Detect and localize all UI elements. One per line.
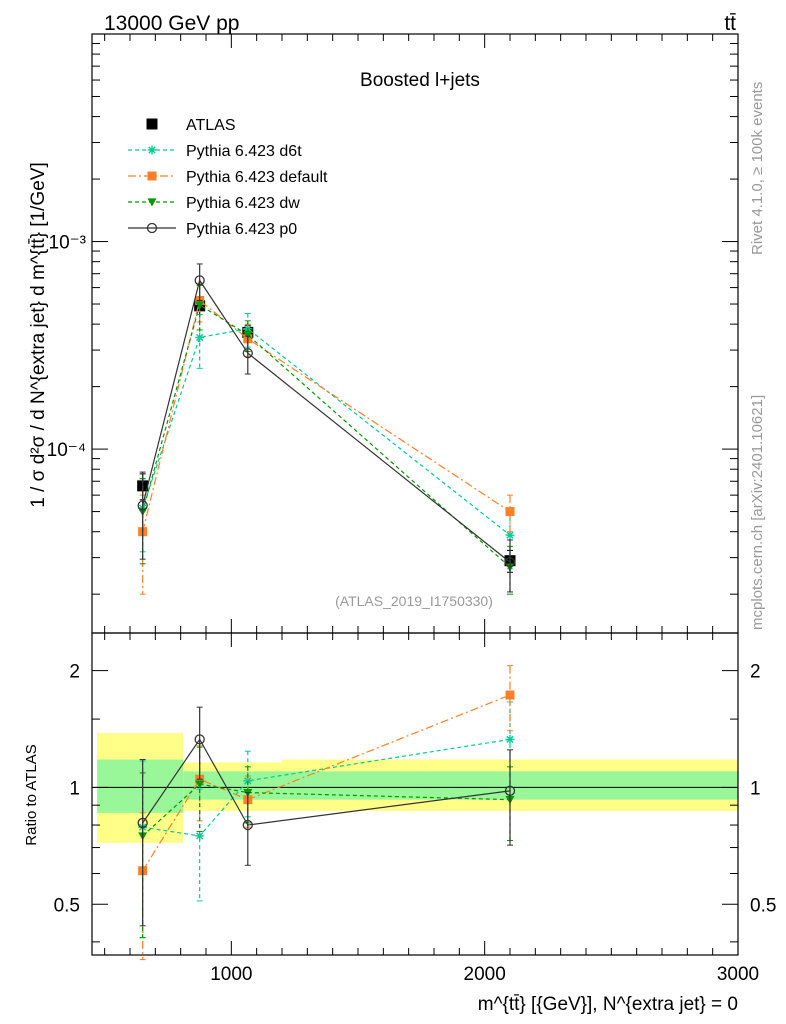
data-point <box>137 817 148 829</box>
ratio-uncertainty-bands <box>92 733 738 843</box>
series-pythia-6-423-p0 <box>137 706 516 927</box>
ratio-y-tick-label: 0.5 <box>54 895 80 916</box>
main-axes: 10⁻⁴ 10⁻³ <box>47 33 739 634</box>
data-point-stroke <box>196 832 204 840</box>
ratio-series-group <box>137 665 516 961</box>
beam-label: 13000 GeV pp <box>104 12 239 35</box>
series-pythia-6-423-d6t <box>138 701 515 939</box>
series-atlas <box>137 297 516 573</box>
series-pythia-6-423-p0 <box>137 263 516 593</box>
data-point <box>505 690 515 700</box>
legend-marker-stroke <box>148 146 156 154</box>
data-point <box>504 557 516 568</box>
legend-label: ATLAS <box>186 117 236 134</box>
legend-label: Pythia 6.423 d6t <box>186 143 302 160</box>
series-pythia-6-423-dw <box>138 284 515 595</box>
legend-label: Pythia 6.423 default <box>186 169 328 186</box>
legend-marker <box>146 118 158 130</box>
band-inner-0 <box>97 759 184 813</box>
series-line <box>142 694 511 872</box>
legend: ATLAS Pythia 6.423 d6t Pythia 6.423 defaul… <box>128 117 328 238</box>
series-line <box>142 738 511 837</box>
data-point <box>505 734 515 744</box>
rivet-version-label: Rivet 4.1.0, ≥ 100k events <box>749 82 766 255</box>
x-axis-label: m^{tt̄} [{GeV}], N^{extra jet} = 0 <box>478 994 738 1015</box>
data-point-stroke <box>506 531 514 539</box>
analysis-tag: (ATLAS_2019_I1750330) <box>335 593 493 609</box>
data-point <box>195 301 205 310</box>
ratio-panel: 1000 2000 3000 0.5 0.5 1 1 2 2 Ratio to ATLAS m^… <box>23 632 776 1015</box>
ratio-frame <box>91 632 739 956</box>
legend-marker <box>147 171 157 181</box>
series-line <box>142 299 511 532</box>
data-point <box>505 507 515 517</box>
legend-label: Pythia 6.423 p0 <box>186 221 297 238</box>
y-tick-label: 10⁻³ <box>49 233 87 254</box>
series-line <box>142 278 511 563</box>
data-point-stroke <box>506 735 514 744</box>
data-point <box>242 819 253 831</box>
main-title: Boosted l+jets <box>360 70 480 91</box>
main-panel: Boosted l+jets (ATLAS_2019_I1750330) 1 /… <box>28 33 739 634</box>
data-point <box>242 347 253 359</box>
series-line <box>142 304 511 568</box>
ratio-y-tick-label: 2 <box>69 662 80 683</box>
data-point <box>195 831 205 841</box>
data-point <box>195 780 205 789</box>
ratio-y-tick-label: 0.5 <box>750 895 776 916</box>
legend-label: Pythia 6.423 dw <box>186 195 300 212</box>
ratio-y-tick-label: 2 <box>750 662 761 683</box>
legend-marker <box>147 145 157 155</box>
main-y-axis-label: 1 / σ d²σ / d N^{extra jet} d m^{tt̄} [1… <box>28 162 49 507</box>
data-point <box>504 785 516 796</box>
x-tick-label: 2000 <box>464 964 506 985</box>
process-label: tt̄ <box>724 12 736 35</box>
series-line <box>142 328 511 536</box>
data-point <box>195 332 205 342</box>
data-point <box>137 500 148 511</box>
ratio-y-axis-label: Ratio to ATLAS <box>23 744 40 845</box>
data-point <box>194 734 205 745</box>
data-point <box>194 275 205 286</box>
ratio-axes: 1000 2000 3000 0.5 0.5 1 1 2 2 <box>54 632 776 985</box>
source-label: mcplots.cern.ch [arXiv:2401.10621] <box>749 395 766 630</box>
series-pythia-6-423-default <box>138 665 515 961</box>
series-pythia-6-423-d6t <box>138 313 515 570</box>
ratio-y-tick-label: 1 <box>750 778 761 799</box>
ratio-y-tick-label: 1 <box>69 778 80 799</box>
y-tick-label: 10⁻⁴ <box>47 440 86 461</box>
x-tick-label: 1000 <box>210 964 252 985</box>
series-line <box>142 738 511 826</box>
data-point-stroke <box>196 333 204 342</box>
legend-marker <box>146 222 158 234</box>
series-line <box>142 783 511 837</box>
legend-marker <box>147 198 157 207</box>
series-pythia-6-423-default <box>138 282 515 595</box>
x-tick-label: 3000 <box>717 964 759 985</box>
data-point <box>243 331 253 340</box>
main-series-group <box>137 263 516 595</box>
